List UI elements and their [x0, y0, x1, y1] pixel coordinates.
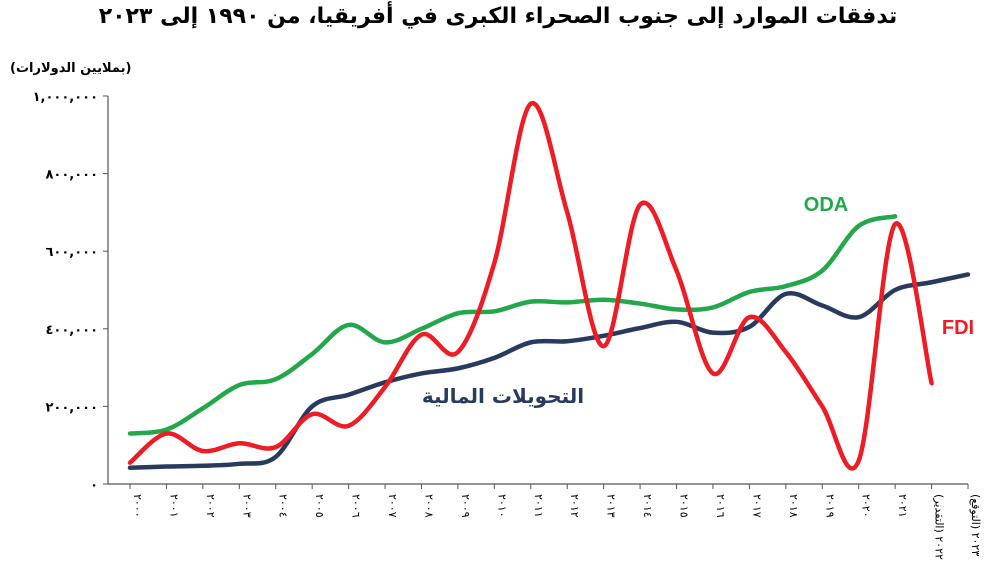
x-tick-label: ٢٠٠١	[167, 494, 180, 518]
series-labels: ODA FDI التحويلات المالية	[422, 194, 974, 408]
x-tick-label: ٢٠٢٣ (التوقع)	[969, 494, 982, 556]
y-ticks: ٠ ٢٠٠,٠٠٠ ٤٠٠,٠٠٠ ٦٠٠,٠٠٠ ٨٠٠,٠٠٠ ١,٠٠٠,٠٠٠	[33, 90, 108, 493]
x-tick-label: ٢٠١٨	[787, 494, 800, 518]
axes	[107, 96, 968, 485]
y-tick-label: ٢٠٠,٠٠٠	[45, 400, 98, 415]
x-tick-label: ٢٠٠٦	[350, 494, 363, 518]
x-tick-label: ٢٠١٦	[714, 494, 727, 518]
y-tick-label: ١,٠٠٠,٠٠٠	[33, 90, 98, 105]
x-tick-label: ٢٠١٩	[823, 494, 836, 518]
series-label-remittances: التحويلات المالية	[422, 384, 584, 408]
x-tick-label: ٢٠٢١	[896, 494, 909, 518]
x-tick-label: ٢٠٠٧	[386, 494, 399, 518]
x-tick-label: ٢٠٠٢	[204, 494, 217, 518]
x-tick-label: ٢٠١١	[532, 494, 545, 518]
x-tick-label: ٢٠١٣	[605, 494, 618, 518]
y-tick-label: ٤٠٠,٠٠٠	[45, 323, 98, 338]
y-axis-label: (بملايين الدولارات)	[10, 61, 131, 76]
x-tick-label: ٢٠١٥	[678, 494, 691, 518]
series-line-fdi	[127, 101, 934, 471]
x-tick-label: ٢٠٠٩	[459, 494, 472, 518]
x-tick-label: ٢٠٢٠	[860, 494, 873, 518]
x-tick-label: ٢٠٠٨	[422, 494, 435, 518]
x-tick-label: ٢٠١٧	[750, 494, 763, 518]
x-tick-label: ٢٠٢٢ (التقدير)	[933, 494, 946, 560]
series-lines	[127, 101, 971, 471]
x-tick-label: ٢٠١٢	[568, 494, 581, 518]
x-tick-label: ٢٠٠٤	[277, 494, 290, 518]
x-tick-label: ٢٠٠٥	[313, 494, 326, 518]
y-tick-label: ٨٠٠,٠٠٠	[45, 168, 98, 183]
chart-title: تدفقات الموارد إلى جنوب الصحراء الكبرى ف…	[98, 4, 898, 29]
x-tick-label: ٢٠١٤	[641, 494, 654, 518]
y-tick-label: ٠	[90, 478, 98, 493]
series-line-remittances	[127, 272, 971, 470]
x-tick-label: ٢٠٠٣	[240, 494, 253, 518]
series-label-fdi: FDI	[942, 317, 974, 339]
x-tick-label: ٢٠١٠	[495, 494, 508, 518]
series-line-oda	[127, 214, 898, 436]
y-tick-label: ٦٠٠,٠٠٠	[45, 245, 98, 260]
series-label-oda: ODA	[804, 194, 848, 216]
x-ticks: ٢٠٠٠ ٢٠٠١ ٢٠٠٢ ٢٠٠٣ ٢٠٠٤ ٢٠٠٥ ٢٠٠٦ ٢٠٠٧ ٢٠٠٨ ٢٠٠٩…	[129, 484, 982, 560]
x-tick-label: ٢٠٠٠	[131, 494, 144, 518]
